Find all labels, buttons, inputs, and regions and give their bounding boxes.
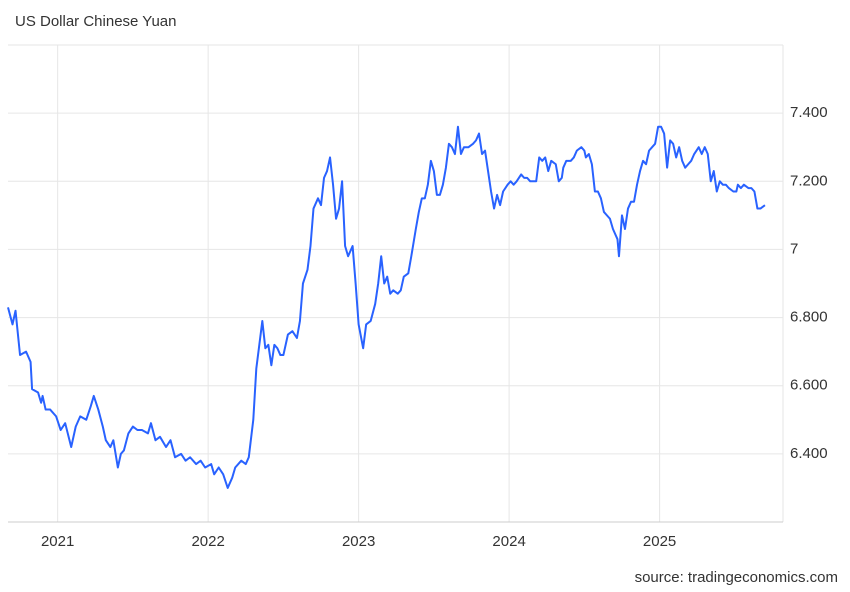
y-tick-label: 7.400 xyxy=(790,104,828,121)
line-series xyxy=(7,125,766,489)
x-tick-label: 2025 xyxy=(643,533,676,550)
y-tick-label: 6.800 xyxy=(790,309,828,326)
y-tick-label: 6.600 xyxy=(790,377,828,394)
chart-title: US Dollar Chinese Yuan xyxy=(15,13,176,30)
y-tick-label: 6.400 xyxy=(790,445,828,462)
x-tick-label: 2023 xyxy=(342,533,375,550)
x-tick-label: 2022 xyxy=(191,533,224,550)
x-tick-label: 2021 xyxy=(41,533,74,550)
y-tick-label: 7.200 xyxy=(790,172,828,189)
x-tick-label: 2024 xyxy=(492,533,525,550)
y-tick-label: 7 xyxy=(790,240,798,257)
source: source: tradingeconomics.com xyxy=(635,569,838,586)
